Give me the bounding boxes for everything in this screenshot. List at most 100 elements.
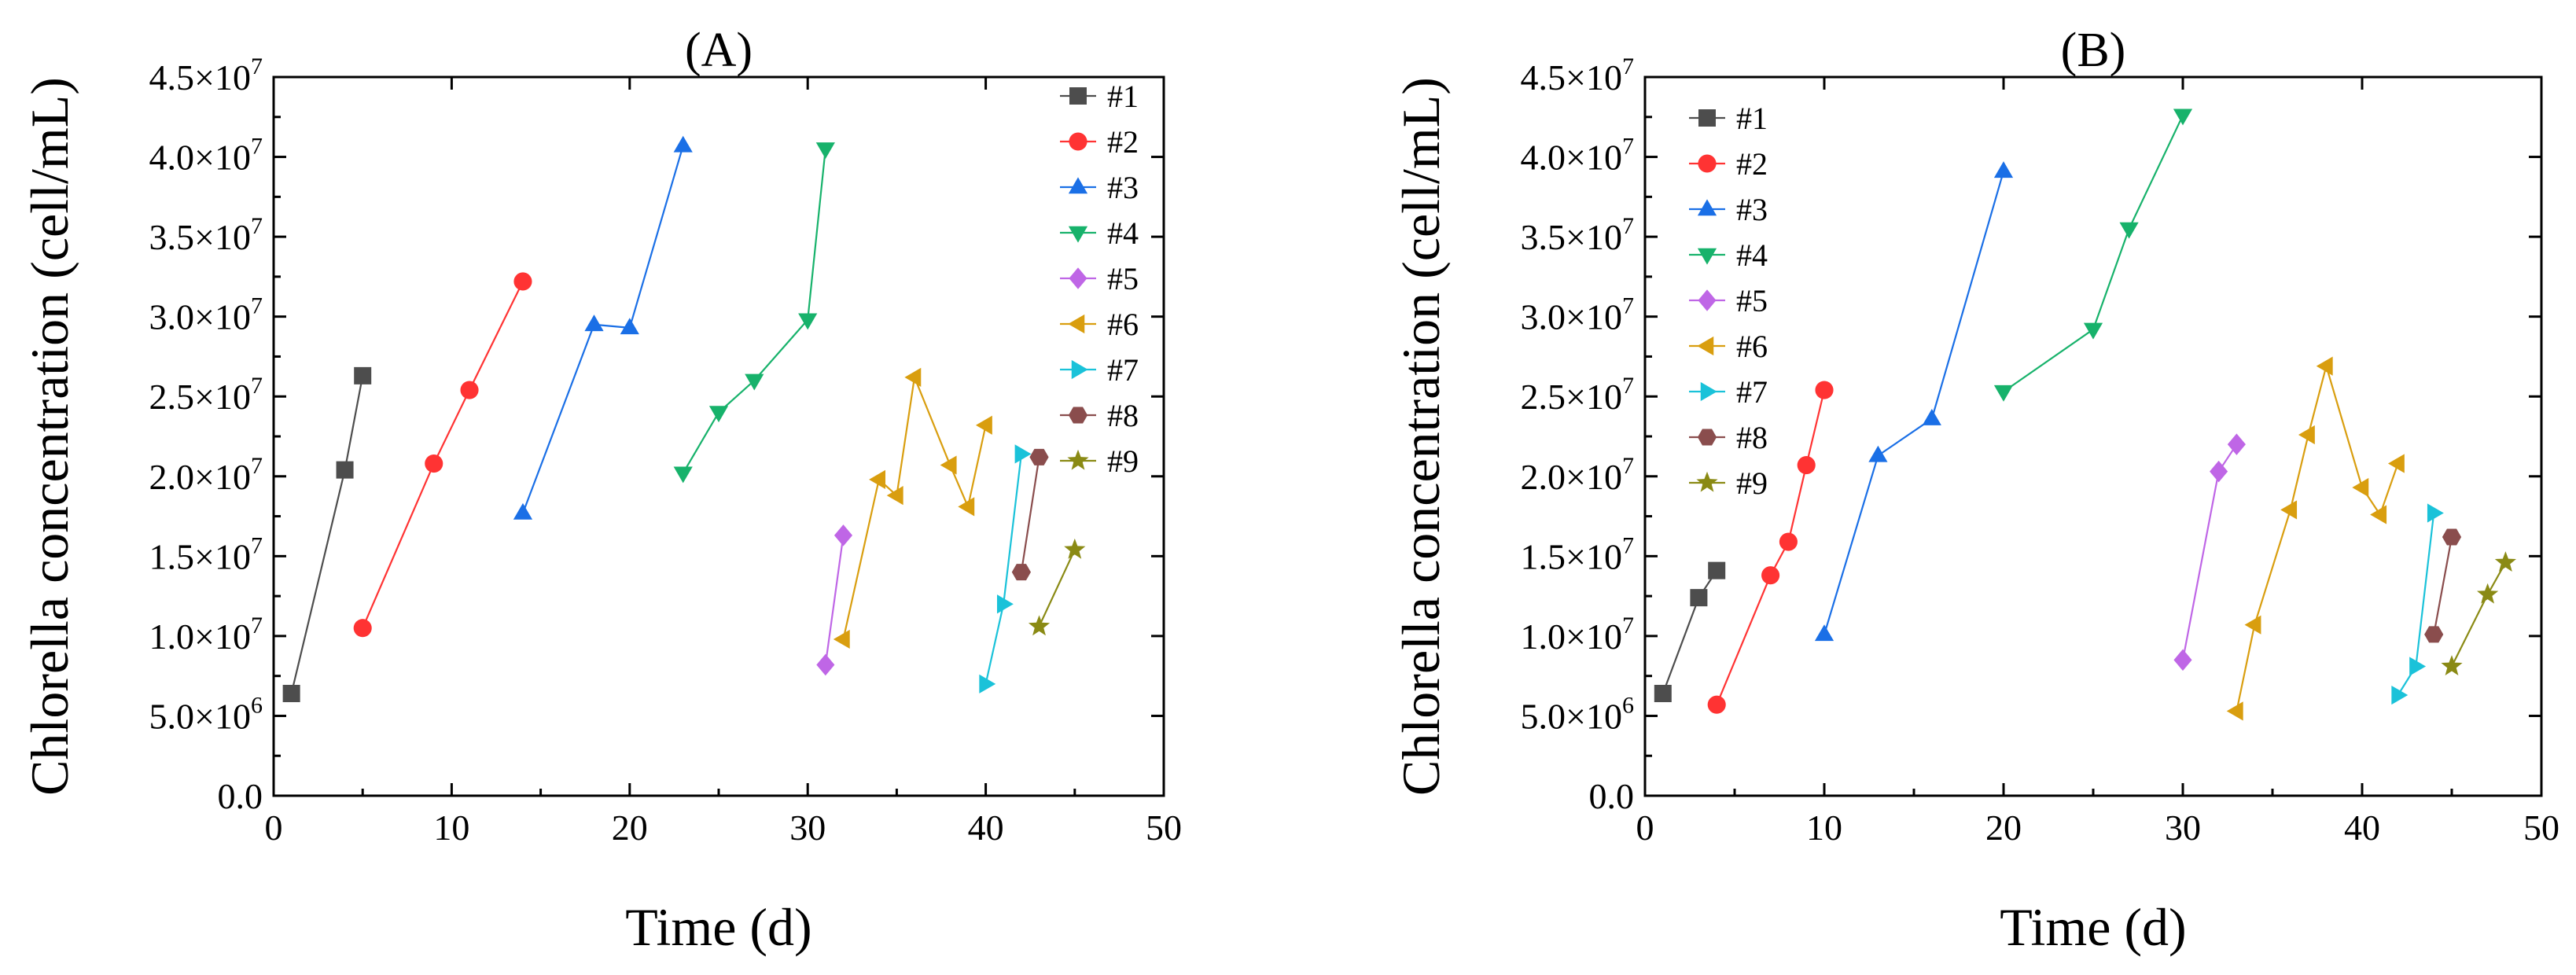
series-n5 bbox=[816, 524, 853, 676]
legend-marker bbox=[1697, 248, 1717, 265]
legend-entry: #4 bbox=[1060, 215, 1139, 251]
series-line bbox=[1662, 569, 1718, 694]
x-tick-label: 20 bbox=[612, 808, 648, 848]
legend-label: #2 bbox=[1107, 124, 1139, 160]
legend-marker bbox=[1698, 154, 1717, 173]
legend-entry: #9 bbox=[1689, 465, 1768, 501]
series-n9 bbox=[1028, 538, 1086, 636]
y-tick-label: 2.0×107 bbox=[149, 453, 263, 497]
series-n7 bbox=[2391, 503, 2444, 705]
series-n4 bbox=[1993, 109, 2193, 402]
legend-marker bbox=[1069, 87, 1087, 105]
legend-entry: #7 bbox=[1060, 352, 1139, 388]
legend-label: #9 bbox=[1107, 443, 1139, 479]
y-tick-label: 0.0 bbox=[218, 776, 263, 816]
data-point bbox=[1797, 456, 1816, 475]
data-point bbox=[745, 373, 764, 391]
legend-marker bbox=[1069, 267, 1087, 289]
data-point bbox=[336, 461, 354, 479]
legend-label: #4 bbox=[1736, 237, 1768, 273]
legend-marker bbox=[1697, 199, 1717, 216]
legend-entry: #7 bbox=[1689, 374, 1768, 410]
data-point bbox=[513, 272, 532, 291]
legend-entry: #8 bbox=[1060, 398, 1139, 433]
legend-marker bbox=[1698, 289, 1717, 311]
data-point bbox=[2210, 460, 2228, 483]
x-tick-label: 20 bbox=[1985, 808, 2022, 848]
legend-entry: #6 bbox=[1060, 307, 1139, 342]
data-point bbox=[886, 486, 903, 506]
data-point bbox=[2409, 657, 2427, 676]
legend-label: #2 bbox=[1736, 146, 1768, 182]
data-point bbox=[425, 454, 443, 473]
series-line bbox=[1823, 171, 2005, 635]
series-n2 bbox=[1707, 381, 1834, 714]
series-n3 bbox=[1814, 161, 2014, 642]
data-point bbox=[2494, 551, 2516, 572]
data-point bbox=[2352, 477, 2369, 498]
data-point bbox=[2387, 454, 2405, 473]
series-n9 bbox=[2441, 551, 2516, 676]
legend-entry: #6 bbox=[1689, 329, 1768, 364]
data-point bbox=[1707, 695, 1726, 714]
data-point bbox=[940, 455, 957, 475]
legend-marker bbox=[1696, 471, 1718, 492]
data-point bbox=[975, 415, 992, 435]
legend-marker bbox=[1068, 177, 1088, 194]
series-line bbox=[2236, 362, 2399, 712]
data-point bbox=[996, 594, 1014, 614]
data-point bbox=[1028, 615, 1051, 636]
y-tick-label: 5.0×106 bbox=[1521, 692, 1634, 736]
chart-panel-a: (A) 0 10 20 30 40 50 0.0 5.0×106 1.0×107 1.5×107 2.… bbox=[20, 24, 1182, 957]
legend-label: #5 bbox=[1736, 283, 1768, 318]
x-tick-label: 10 bbox=[433, 808, 469, 848]
series-line bbox=[2181, 443, 2238, 660]
series-line bbox=[1716, 389, 1826, 705]
y-axis-label: Chlorella concentration (cell/mL) bbox=[1391, 77, 1451, 796]
x-tick-label: 30 bbox=[789, 808, 826, 848]
data-point bbox=[708, 406, 729, 423]
series-n1 bbox=[282, 366, 372, 703]
data-point bbox=[2441, 655, 2463, 676]
data-point bbox=[2477, 583, 2499, 604]
legend-label: #6 bbox=[1107, 307, 1139, 342]
series-n4 bbox=[673, 142, 835, 484]
legend-label: #4 bbox=[1107, 215, 1139, 251]
x-tick-label: 40 bbox=[2344, 808, 2380, 848]
series-line bbox=[362, 281, 524, 629]
data-point bbox=[2442, 528, 2462, 546]
data-point bbox=[2370, 505, 2387, 524]
legend-marker bbox=[1697, 336, 1714, 356]
chart-panel-b: (B) 0 10 20 30 40 50 0.0 5.0×106 1.0×107 1.5×107 2.… bbox=[1391, 24, 2559, 957]
y-tick-label: 4.0×107 bbox=[1521, 134, 1634, 178]
data-point bbox=[1868, 445, 1888, 462]
y-tick-label: 1.0×107 bbox=[149, 613, 263, 657]
legend-label: #5 bbox=[1107, 261, 1139, 296]
data-point bbox=[673, 466, 693, 484]
legend-label: #1 bbox=[1736, 101, 1768, 136]
data-point bbox=[2173, 109, 2193, 126]
data-point bbox=[798, 313, 818, 330]
legend-marker bbox=[1698, 109, 1716, 127]
legend-marker bbox=[1068, 226, 1088, 243]
x-axis-label: Time (d) bbox=[2000, 897, 2186, 957]
data-point bbox=[979, 674, 996, 694]
y-tick-label: 4.5×107 bbox=[149, 53, 263, 98]
data-point bbox=[2083, 322, 2103, 340]
x-axis-label: Time (d) bbox=[625, 897, 811, 957]
y-tick-label: 4.5×107 bbox=[1521, 53, 1634, 98]
legend-label: #1 bbox=[1107, 79, 1139, 114]
data-point bbox=[1993, 161, 2014, 178]
data-point bbox=[282, 685, 300, 703]
plot-frame bbox=[1643, 75, 2543, 797]
y-tick-label: 2.0×107 bbox=[1521, 453, 1634, 497]
legend-entry: #2 bbox=[1689, 146, 1768, 182]
data-point bbox=[834, 524, 853, 546]
series-line bbox=[2451, 561, 2507, 667]
data-point bbox=[513, 502, 533, 520]
legend-label: #8 bbox=[1736, 420, 1768, 455]
data-point bbox=[1993, 384, 2014, 402]
series-n8 bbox=[1011, 448, 1049, 581]
legend-entry: #2 bbox=[1060, 124, 1139, 160]
legend-entry: #3 bbox=[1060, 170, 1139, 205]
